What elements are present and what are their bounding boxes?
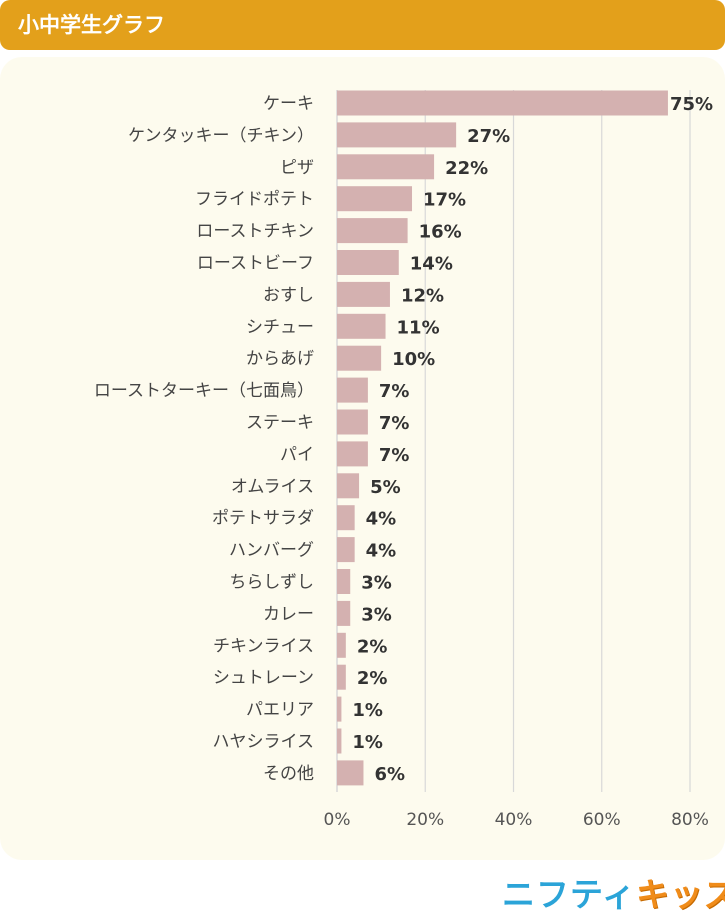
x-tick-label: 20%	[406, 810, 444, 830]
bar	[337, 90, 668, 116]
bar	[337, 377, 368, 403]
value-label: 4%	[366, 509, 397, 530]
value-label: 2%	[357, 636, 388, 657]
category-label: フライドポテト	[195, 190, 314, 210]
value-label: 7%	[379, 413, 410, 434]
value-label: 11%	[397, 317, 440, 338]
x-tick-label: 40%	[495, 810, 533, 830]
category-label: その他	[263, 764, 314, 784]
category-label: チキンライス	[213, 636, 314, 656]
bar	[337, 473, 360, 499]
category-label: ローストターキー（七面鳥）	[94, 381, 314, 401]
category-label: シュトレーン	[213, 668, 314, 688]
bar	[337, 154, 435, 180]
category-label: パエリア	[246, 700, 314, 720]
category-label: ちらしずし	[229, 573, 314, 593]
bar	[337, 250, 399, 275]
chart-header: 小中学生グラフ	[0, 0, 725, 50]
category-label: カレー	[263, 604, 314, 624]
bar	[337, 441, 368, 467]
value-label: 2%	[357, 668, 388, 689]
bar	[337, 664, 346, 690]
bar	[337, 569, 351, 594]
bar	[337, 728, 342, 754]
bar	[337, 122, 457, 148]
value-label: 16%	[419, 222, 462, 243]
category-label: ステーキ	[246, 413, 314, 433]
logo-text-nifty: ニフティ	[502, 875, 637, 914]
value-label: 5%	[370, 477, 401, 498]
value-label: 3%	[361, 604, 392, 625]
bar	[337, 632, 346, 658]
bar	[337, 696, 342, 722]
value-label: 3%	[361, 573, 392, 594]
category-label: ケーキ	[263, 94, 314, 114]
value-label: 4%	[366, 541, 397, 562]
bar	[337, 409, 368, 435]
bar	[337, 186, 413, 212]
chart-title: 小中学生グラフ	[18, 13, 165, 37]
category-label: ハンバーグ	[229, 541, 314, 561]
x-tick-label: 60%	[583, 810, 621, 830]
category-label: ハヤシライス	[213, 732, 315, 752]
category-label: ピザ	[280, 158, 314, 178]
bar	[337, 600, 351, 626]
bar	[337, 537, 355, 563]
bar	[337, 760, 364, 786]
x-tick-label: 80%	[671, 810, 709, 830]
bar	[337, 218, 408, 244]
value-label: 7%	[379, 381, 410, 402]
logo-text-kids: キッズ	[636, 875, 725, 914]
bar	[337, 281, 390, 307]
nifty-kids-logo[interactable]: ニフティキッズ	[502, 872, 725, 918]
value-label: 10%	[392, 349, 435, 370]
category-label: ローストビーフ	[197, 254, 314, 274]
value-label: 17%	[423, 190, 466, 211]
bar	[337, 345, 382, 371]
category-label: ポテトサラダ	[212, 509, 314, 529]
value-label: 6%	[374, 764, 405, 785]
category-label: ケンタッキー（チキン）	[128, 126, 314, 146]
category-label: ローストチキン	[196, 222, 314, 242]
value-label: 7%	[379, 445, 410, 466]
x-tick-label: 0%	[324, 810, 351, 830]
category-label: シチュー	[246, 317, 314, 337]
value-label: 75%	[670, 94, 713, 115]
category-label: オムライス	[231, 477, 314, 497]
bar	[337, 505, 355, 531]
value-label: 22%	[445, 158, 488, 179]
value-label: 1%	[352, 732, 383, 753]
value-label: 1%	[352, 700, 383, 721]
category-label: パイ	[280, 445, 314, 465]
bar	[337, 313, 386, 339]
value-label: 12%	[401, 285, 444, 306]
value-label: 14%	[410, 254, 453, 275]
category-label: からあげ	[246, 349, 314, 369]
category-label: おすし	[263, 285, 314, 305]
value-label: 27%	[467, 126, 510, 147]
